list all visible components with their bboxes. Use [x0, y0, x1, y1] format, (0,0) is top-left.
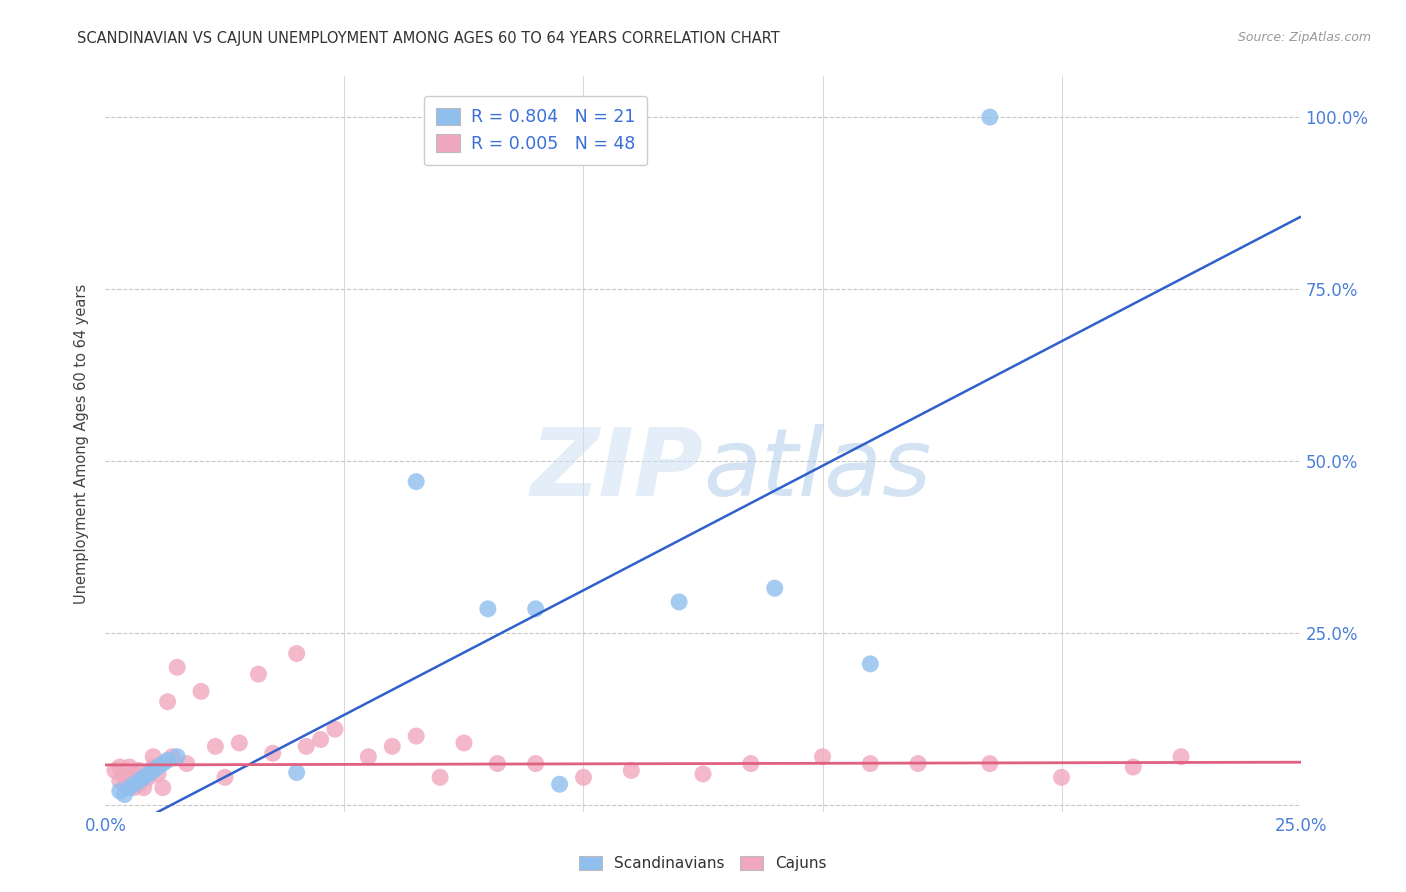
Point: [146, 767, 169, 781]
Point: [405, 475, 427, 489]
Point: [247, 667, 270, 681]
Point: [128, 777, 150, 791]
Point: [122, 777, 145, 791]
Point: [811, 749, 834, 764]
Point: [524, 602, 547, 616]
Text: atlas: atlas: [703, 424, 931, 515]
Point: [620, 764, 643, 778]
Point: [152, 780, 174, 795]
Point: [548, 777, 571, 791]
Point: [190, 684, 212, 698]
Point: [122, 767, 145, 781]
Point: [128, 773, 150, 788]
Point: [142, 764, 165, 778]
Legend: R = 0.804   N = 21, R = 0.005   N = 48: R = 0.804 N = 21, R = 0.005 N = 48: [425, 95, 647, 165]
Point: [381, 739, 404, 754]
Point: [453, 736, 475, 750]
Point: [285, 765, 308, 780]
Point: [146, 760, 169, 774]
Point: [572, 770, 595, 784]
Point: [323, 722, 346, 736]
Point: [979, 756, 1001, 771]
Point: [309, 732, 332, 747]
Point: [114, 770, 136, 784]
Point: [114, 788, 136, 802]
Point: [405, 729, 427, 743]
Point: [429, 770, 451, 784]
Point: [108, 784, 131, 798]
Point: [122, 780, 145, 795]
Point: [176, 756, 198, 771]
Point: [118, 777, 141, 791]
Point: [262, 746, 284, 760]
Point: [108, 773, 131, 788]
Point: [204, 739, 226, 754]
Point: [763, 581, 786, 595]
Point: [740, 756, 762, 771]
Point: [1050, 770, 1073, 784]
Point: [295, 739, 318, 754]
Point: [979, 110, 1001, 124]
Point: [166, 749, 188, 764]
Point: [486, 756, 509, 771]
Point: [214, 770, 236, 784]
Point: [142, 749, 165, 764]
Point: [285, 647, 308, 661]
Point: [668, 595, 690, 609]
Point: [859, 657, 882, 671]
Point: [118, 780, 141, 795]
Point: [108, 760, 131, 774]
Point: [1122, 760, 1144, 774]
Point: [138, 767, 160, 781]
Point: [132, 780, 155, 795]
Point: [477, 602, 499, 616]
Point: [692, 767, 714, 781]
Text: ZIP: ZIP: [530, 424, 703, 516]
Point: [1170, 749, 1192, 764]
Point: [156, 753, 179, 767]
Text: SCANDINAVIAN VS CAJUN UNEMPLOYMENT AMONG AGES 60 TO 64 YEARS CORRELATION CHART: SCANDINAVIAN VS CAJUN UNEMPLOYMENT AMONG…: [77, 31, 780, 46]
Point: [162, 749, 184, 764]
Point: [132, 770, 155, 784]
Point: [128, 764, 150, 778]
Point: [166, 660, 188, 674]
Text: Source: ZipAtlas.com: Source: ZipAtlas.com: [1237, 31, 1371, 45]
Point: [138, 770, 160, 784]
Point: [152, 756, 174, 771]
Point: [907, 756, 929, 771]
Point: [156, 695, 179, 709]
Point: [104, 764, 127, 778]
Point: [118, 760, 141, 774]
Y-axis label: Unemployment Among Ages 60 to 64 years: Unemployment Among Ages 60 to 64 years: [75, 284, 90, 604]
Legend: Scandinavians, Cajuns: Scandinavians, Cajuns: [574, 850, 832, 877]
Point: [142, 760, 165, 774]
Point: [357, 749, 380, 764]
Point: [228, 736, 250, 750]
Point: [859, 756, 882, 771]
Point: [524, 756, 547, 771]
